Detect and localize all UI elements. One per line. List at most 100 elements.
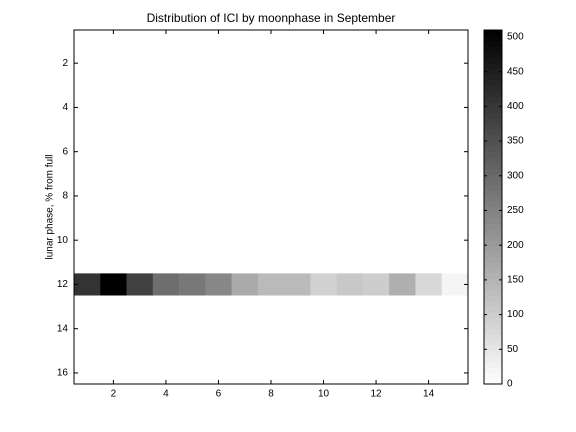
heatmap-cell <box>126 52 154 75</box>
heatmap-cell <box>362 140 390 164</box>
heatmap-cell <box>257 30 285 53</box>
heatmap-cell <box>231 74 259 97</box>
colorbar-segment <box>484 301 502 307</box>
heatmap-cell <box>152 273 180 296</box>
heatmap-cell <box>257 118 285 141</box>
heatmap-cell <box>231 162 259 186</box>
heatmap-cell <box>415 339 443 363</box>
heatmap-cell <box>362 339 390 363</box>
colorbar-segment <box>484 306 502 313</box>
heatmap-cell <box>126 74 154 97</box>
heatmap-cell <box>257 162 285 186</box>
heatmap-cell <box>310 30 337 53</box>
heatmap-cell <box>310 361 337 385</box>
heatmap-cell <box>179 30 206 53</box>
heatmap-cell <box>126 229 154 252</box>
heatmap-cell <box>389 30 416 53</box>
x-tick-label: 6 <box>216 389 222 400</box>
heatmap-cell <box>389 184 416 208</box>
heatmap-cell <box>152 207 180 230</box>
heatmap-cell <box>100 74 127 97</box>
heatmap-cell <box>284 140 311 164</box>
heatmap-cell <box>126 317 154 341</box>
heatmap-cell <box>362 74 390 97</box>
heatmap-cell <box>415 140 443 164</box>
heatmap-cell <box>152 295 180 318</box>
heatmap-cell <box>389 96 416 119</box>
heatmap-cell <box>336 140 364 164</box>
colorbar-segment <box>484 135 502 142</box>
heatmap-cell <box>389 118 416 141</box>
colorbar-segment <box>484 101 502 108</box>
heatmap-cell <box>126 273 154 296</box>
heatmap-cell <box>441 96 469 119</box>
heatmap-cell <box>74 207 101 230</box>
heatmap-cell <box>441 184 469 208</box>
heatmap-cell <box>74 361 101 385</box>
heatmap-cell <box>100 140 127 164</box>
heatmap-cell <box>74 339 101 363</box>
heatmap-cell <box>257 184 285 208</box>
heatmap-cell <box>336 52 364 75</box>
heatmap-cell <box>284 162 311 186</box>
heatmap-cell <box>284 52 311 75</box>
heatmap-cell <box>205 118 232 141</box>
heatmap-cell <box>284 339 311 363</box>
heatmap-cell <box>362 118 390 141</box>
heatmap-cell <box>257 74 285 97</box>
heatmap-cell <box>310 140 337 164</box>
heatmap-cell <box>179 273 206 296</box>
colorbar-segment <box>484 140 502 147</box>
colorbar-tick-label: 0 <box>507 379 513 390</box>
heatmap-cell <box>205 273 232 296</box>
heatmap-cell <box>100 96 127 119</box>
heatmap-cell <box>415 229 443 252</box>
heatmap-cell <box>205 74 232 97</box>
heatmap-cell <box>126 118 154 141</box>
heatmap-cell <box>257 339 285 363</box>
heatmap-cell <box>336 162 364 186</box>
heatmap-cell <box>284 184 311 208</box>
heatmap-cell <box>441 251 469 274</box>
heatmap-cell <box>389 317 416 341</box>
heatmap-cell <box>152 140 180 164</box>
colorbar-segment <box>484 184 502 191</box>
heatmap-cell <box>231 30 259 53</box>
heatmap-cell <box>257 52 285 75</box>
heatmap-cell <box>389 251 416 274</box>
colorbar-segment <box>484 289 502 296</box>
colorbar-segment <box>484 96 502 103</box>
heatmap-cell <box>389 361 416 385</box>
heatmap-cell <box>179 52 206 75</box>
colorbar-frame <box>483 29 503 385</box>
heatmap-cell <box>100 118 127 141</box>
heatmap-cell <box>362 229 390 252</box>
x-tick-label: 4 <box>163 389 169 400</box>
heatmap-cell <box>336 96 364 119</box>
heatmap-cell <box>441 229 469 252</box>
colorbar-segment <box>484 201 502 208</box>
heatmap-cell <box>284 273 311 296</box>
heatmap-cell <box>179 339 206 363</box>
colorbar-segment <box>484 212 502 219</box>
heatmap-cell <box>126 30 154 53</box>
colorbar-segment <box>484 190 502 197</box>
heatmap-cell <box>205 251 232 274</box>
heatmap-cell <box>205 339 232 363</box>
y-tick-label: 12 <box>57 279 69 290</box>
colorbar-segment <box>484 323 502 330</box>
colorbar-segment <box>484 378 502 385</box>
colorbar-tick-label: 450 <box>507 66 524 77</box>
heatmap-cell <box>179 317 206 341</box>
heatmap-cell <box>152 162 180 186</box>
heatmap-cell <box>74 74 101 97</box>
heatmap-cell <box>441 207 469 230</box>
heatmap-cell <box>100 52 127 75</box>
heatmap-cell <box>310 96 337 119</box>
y-tick-label: 6 <box>62 146 68 157</box>
colorbar-segment <box>484 52 502 59</box>
heatmap-cell <box>152 339 180 363</box>
heatmap-cell <box>100 184 127 208</box>
colorbar-segment <box>484 267 502 274</box>
